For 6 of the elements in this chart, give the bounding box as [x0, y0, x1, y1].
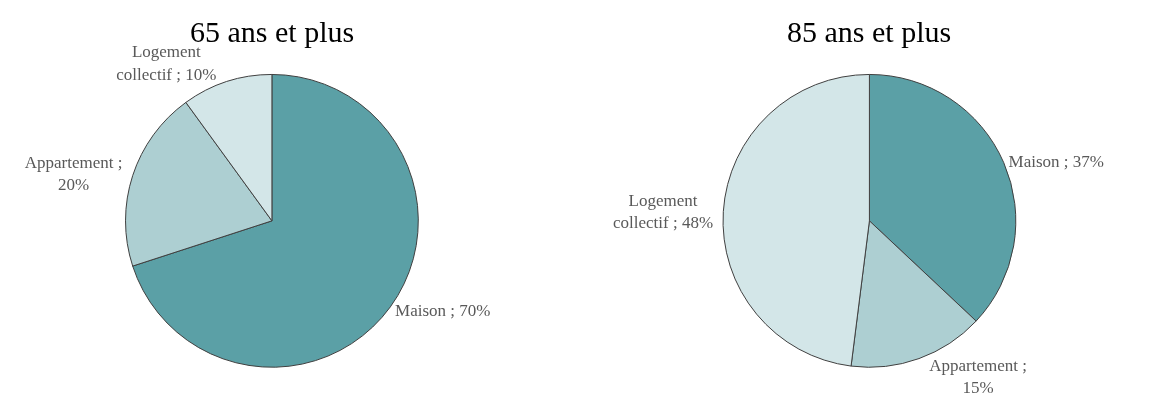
slice-label: Logement collectif ; 48%: [612, 191, 714, 233]
slice-label: Appartement ; 20%: [24, 153, 123, 195]
slice-label: Maison ; 37%: [1008, 151, 1104, 171]
slice-label: Maison ; 70%: [395, 300, 491, 320]
chart-title: 85 ans et plus: [787, 15, 952, 48]
slice-label: Appartement ; 15%: [929, 356, 1027, 398]
